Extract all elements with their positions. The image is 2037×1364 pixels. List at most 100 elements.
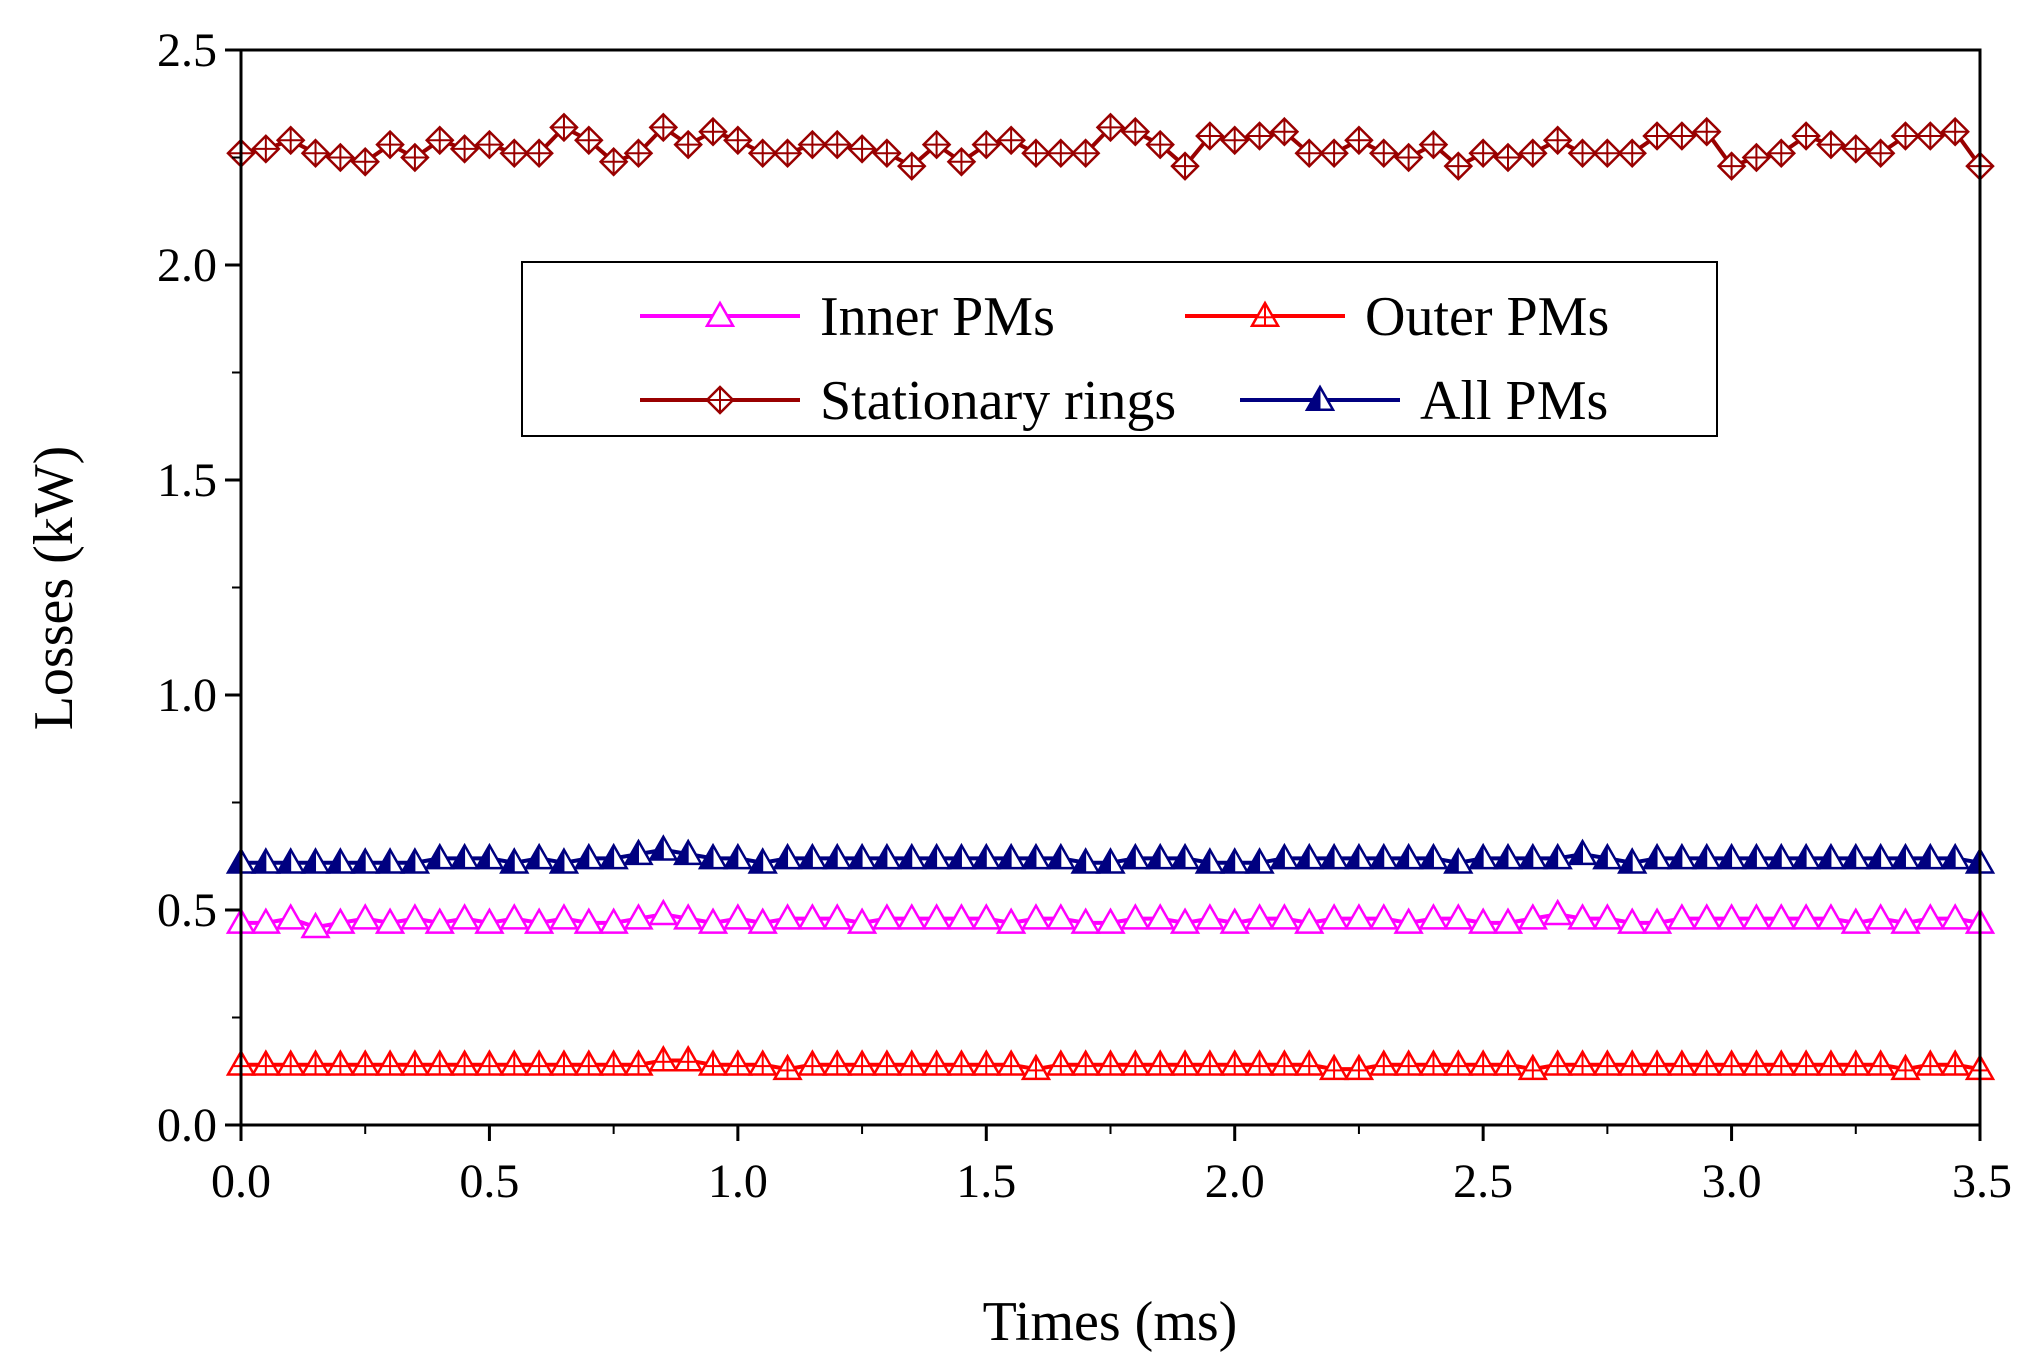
data-point <box>921 1049 952 1076</box>
data-point <box>1368 842 1399 870</box>
data-point <box>1542 898 1573 926</box>
data-point <box>300 911 331 939</box>
data-point <box>1815 842 1847 870</box>
data-point <box>1865 1049 1896 1076</box>
data-point <box>1020 842 1052 870</box>
data-point <box>1667 121 1697 151</box>
x-tick-label: 3.5 <box>1952 1155 2012 1208</box>
data-point <box>1418 842 1449 870</box>
data-point <box>623 838 654 866</box>
x-axis-title: Times (ms) <box>983 1291 1238 1353</box>
data-point <box>1890 842 1921 870</box>
data-point <box>1666 842 1698 870</box>
data-point <box>1269 1049 1300 1076</box>
data-point <box>1642 121 1672 151</box>
legend-marker <box>704 300 736 327</box>
data-point <box>449 134 480 164</box>
data-point <box>921 129 952 160</box>
data-point <box>1169 1049 1201 1076</box>
data-point <box>797 1049 828 1076</box>
data-point <box>1095 112 1126 143</box>
data-point <box>1865 903 1896 930</box>
series-layer <box>225 112 1996 1081</box>
data-point <box>623 1049 654 1076</box>
data-point <box>1169 907 1201 934</box>
data-point <box>648 898 679 926</box>
data-point <box>996 125 1026 156</box>
data-point <box>1641 1049 1673 1076</box>
data-point <box>946 903 977 930</box>
data-point <box>1194 903 1226 930</box>
data-point <box>250 847 281 874</box>
data-point <box>822 129 852 160</box>
data-point <box>1691 903 1722 930</box>
legend-item-outer-pms: Outer PMs <box>1185 286 1609 348</box>
data-point <box>474 907 505 934</box>
data-point <box>747 847 778 874</box>
data-point <box>1841 134 1871 164</box>
data-point <box>1343 1053 1375 1081</box>
data-point <box>673 1044 704 1072</box>
data-point <box>573 907 604 934</box>
data-point <box>1840 842 1871 870</box>
data-point <box>871 842 903 870</box>
data-point <box>846 1049 878 1076</box>
y-tick-label: 0.0 <box>157 1099 217 1152</box>
data-point <box>995 907 1027 934</box>
data-point <box>325 847 356 874</box>
data-point <box>1045 903 1076 930</box>
data-point <box>1418 129 1449 160</box>
data-point <box>523 907 555 934</box>
data-point <box>1219 125 1250 156</box>
data-point <box>1070 847 1101 874</box>
data-point <box>1046 138 1076 168</box>
x-tick-label: 2.0 <box>1205 1155 1265 1208</box>
data-point <box>1617 847 1648 874</box>
data-point <box>1020 1053 1052 1081</box>
data-point <box>673 129 703 160</box>
data-point <box>1691 1049 1722 1076</box>
data-point <box>1493 142 1523 173</box>
data-point <box>921 903 952 930</box>
data-point <box>1617 138 1647 168</box>
data-point <box>747 907 778 934</box>
data-point <box>1766 842 1797 870</box>
data-point <box>1418 903 1449 930</box>
data-point <box>1716 151 1747 181</box>
data-point <box>1368 1049 1399 1076</box>
data-point <box>1865 842 1896 870</box>
x-tick-label: 1.5 <box>956 1155 1016 1208</box>
data-point <box>325 142 356 173</box>
data-point <box>747 1049 778 1076</box>
legend-item-inner-pms: Inner PMs <box>640 286 1055 348</box>
data-point <box>573 842 604 870</box>
data-point <box>325 1049 356 1076</box>
data-point <box>548 1049 580 1076</box>
data-point <box>499 138 530 168</box>
data-point <box>400 142 430 173</box>
data-point <box>1641 907 1673 934</box>
data-point <box>1244 121 1275 151</box>
data-point <box>1567 903 1598 930</box>
data-point <box>1691 116 1722 147</box>
legend-label: Inner PMs <box>820 286 1055 348</box>
data-point <box>1194 847 1226 874</box>
data-point <box>474 1049 505 1076</box>
data-point <box>896 151 927 181</box>
data-point <box>1393 907 1424 934</box>
data-point <box>1815 903 1847 930</box>
data-point <box>1716 903 1747 930</box>
data-point <box>1542 842 1573 870</box>
data-point <box>1766 1049 1797 1076</box>
x-tick-label: 0.0 <box>211 1155 271 1208</box>
data-point <box>374 907 406 934</box>
data-point <box>300 847 331 874</box>
data-point <box>549 112 579 143</box>
data-point <box>300 1049 331 1076</box>
x-tick-label: 3.0 <box>1702 1155 1762 1208</box>
data-point <box>1145 842 1176 870</box>
y-axis-title: Losses (kW) <box>23 446 85 731</box>
series-inner-pms <box>225 898 1996 939</box>
data-point <box>474 842 505 870</box>
